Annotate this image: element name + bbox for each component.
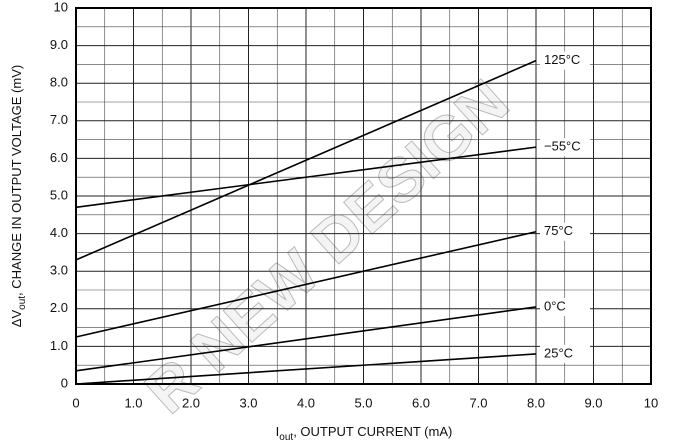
x-tick-label: 8.0 [527, 395, 545, 410]
x-tick-label: 1.0 [124, 395, 142, 410]
y-axis-label: ΔVout, CHANGE IN OUTPUT VOLTAGE (mV) [9, 65, 27, 327]
y-tick-label: 5.0 [50, 187, 68, 202]
y-tick-label: 9.0 [50, 37, 68, 52]
x-tick-label: 4.0 [297, 395, 315, 410]
y-label-main: ΔV [9, 310, 24, 328]
y-tick-label: 8.0 [50, 75, 68, 90]
x-tick-label: 6.0 [412, 395, 430, 410]
y-tick-label: 1.0 [50, 338, 68, 353]
series-label: −55°C [544, 139, 581, 154]
series-label: 0°C [544, 298, 566, 313]
page: R NEW DESIGN Iout, OUTPUT CURRENT (mA) Δ… [0, 0, 673, 446]
y-tick-label: 10 [54, 0, 68, 14]
x-axis-label: Iout, OUTPUT CURRENT (mA) [276, 424, 453, 442]
x-tick-label: 0 [72, 395, 79, 410]
x-tick-label: 7.0 [469, 395, 487, 410]
y-tick-label: 4.0 [50, 225, 68, 240]
series-label: 125°C [544, 52, 580, 67]
x-label-sub: out [279, 432, 293, 443]
x-tick-label: 9.0 [584, 395, 602, 410]
chart: R NEW DESIGN Iout, OUTPUT CURRENT (mA) Δ… [0, 0, 673, 446]
x-tick-label: 2.0 [182, 395, 200, 410]
y-tick-label: 2.0 [50, 300, 68, 315]
y-tick-label: 7.0 [50, 112, 68, 127]
y-tick-label: 0 [61, 375, 68, 390]
y-tick-label: 6.0 [50, 150, 68, 165]
y-tick-label: 3.0 [50, 263, 68, 278]
series-label: 25°C [544, 345, 573, 360]
y-label-sub: out [17, 296, 28, 310]
x-label-rest: , OUTPUT CURRENT (mA) [293, 424, 452, 439]
series-label: 75°C [544, 223, 573, 238]
x-tick-label: 10 [644, 395, 658, 410]
y-label-rest: , CHANGE IN OUTPUT VOLTAGE (mV) [9, 65, 24, 296]
x-tick-label: 5.0 [354, 395, 372, 410]
x-tick-label: 3.0 [239, 395, 257, 410]
